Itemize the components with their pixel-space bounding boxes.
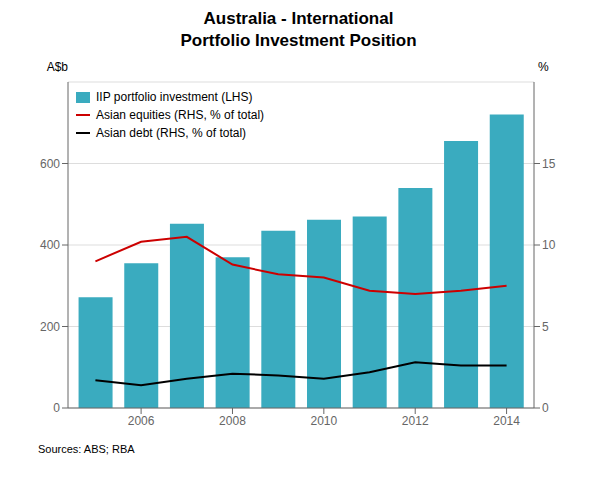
svg-text:2014: 2014 (493, 414, 520, 428)
svg-text:2006: 2006 (128, 414, 155, 428)
svg-text:2008: 2008 (219, 414, 246, 428)
html-text:Asian equities (RHS, % of tota: Asian equities (RHS, % of total) (96, 108, 265, 122)
svg-text:2010: 2010 (310, 414, 337, 428)
svg-text:2012: 2012 (402, 414, 429, 428)
html-text:Australia - International Port: Australia - International Portfolio Inve… (180, 9, 417, 50)
html-text:Asian debt (RHS, % of total): Asian debt (RHS, % of total) (96, 126, 247, 140)
svg-text:200: 200 (40, 320, 60, 334)
html-text:Sources: ABS; RBA: Sources: ABS; RBA (38, 443, 135, 455)
html-text:IIP portfolio investment (LHS): IIP portfolio investment (LHS) (96, 90, 253, 104)
svg-text:400: 400 (40, 238, 60, 252)
svg-text:15: 15 (542, 157, 556, 171)
svg-text:600: 600 (40, 157, 60, 171)
svg-text:10: 10 (542, 238, 556, 252)
svg-text:5: 5 (542, 320, 549, 334)
html-text:A$b: A$b (46, 60, 68, 74)
svg-text:0: 0 (53, 401, 60, 415)
svg-text:0: 0 (542, 401, 549, 415)
